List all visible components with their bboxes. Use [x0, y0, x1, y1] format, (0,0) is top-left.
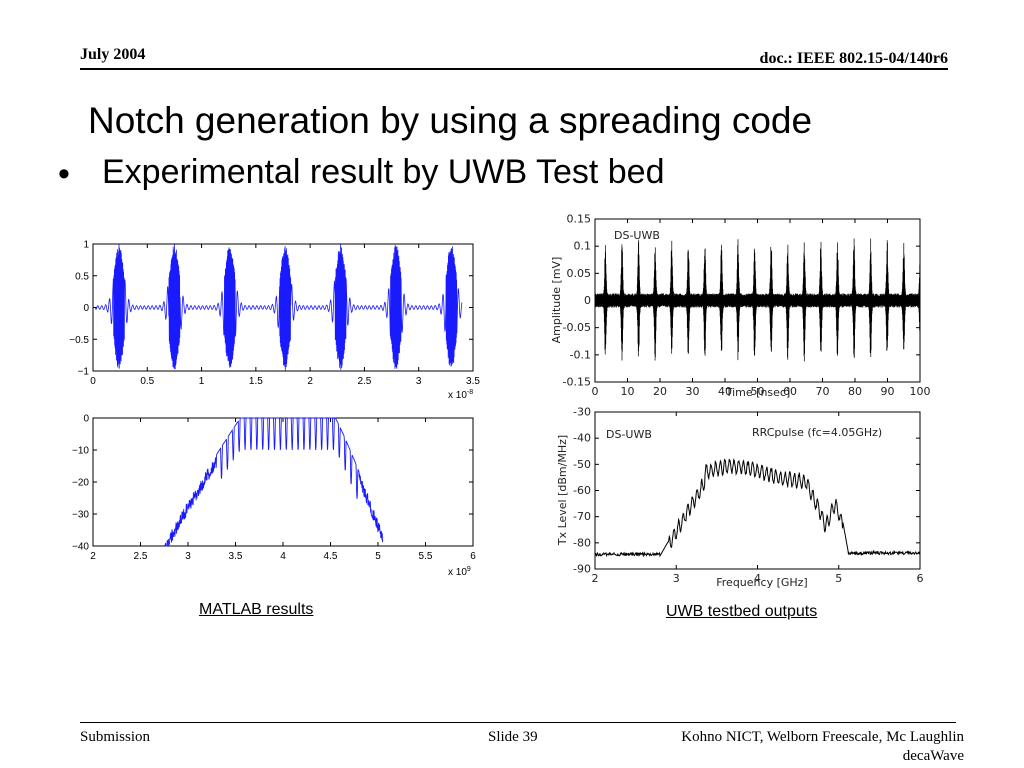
matlab-spectrum-plot: x 109 2 2.5 3 3.5 4 4.5 5 5.5 6 0 −10 −20 −30 −40: [72, 414, 476, 579]
x-tick-label: 40: [718, 385, 732, 398]
caption-testbed: UWB testbed outputs: [666, 603, 818, 620]
slide-title: Notch generation by using a spreading co…: [88, 100, 813, 141]
x-tick-label: 30: [686, 385, 700, 398]
x-tick-label: 1: [199, 376, 205, 387]
footer-slide-number: Slide 39: [488, 729, 538, 745]
y-tick-label: -40: [573, 432, 591, 445]
x-tick-label: 50: [751, 385, 765, 398]
footer-authors: Kohno NICT, Welborn Freescale, Mc Laughl…: [681, 729, 964, 745]
x-tick-label: 3: [185, 551, 191, 562]
x-tick-label: 70: [816, 385, 830, 398]
y-tick-label: −20: [72, 478, 89, 489]
x-tick-label: 0: [592, 385, 599, 398]
plot-frame: [92, 417, 474, 547]
header-divider: [80, 68, 948, 70]
footer-authors-org: decaWave: [902, 748, 964, 764]
x-tick-label: 2.5: [134, 551, 148, 562]
bullet-text: Experimental result by UWB Test bed: [102, 153, 665, 191]
y-tick-label: -80: [573, 536, 591, 549]
x-tick-label: 4.5: [324, 551, 338, 562]
y-tick-label: -60: [573, 484, 591, 497]
y-tick-label: −1: [78, 367, 90, 378]
matlab-time-plot: x 10-8 0 0.5 1 1.5 2 2.5 3 3.5 1 0.5 0 −0.5 −1: [69, 240, 480, 402]
x-tick-label: 20: [653, 385, 667, 398]
x-exponent-label: x 109: [448, 566, 471, 578]
y-tick-label: 0.15: [567, 213, 592, 226]
y-tick-label: −30: [72, 510, 89, 521]
x-tick-label: 3: [673, 572, 680, 585]
y-tick-label: -0.15: [563, 376, 591, 389]
spectrum-line: [163, 417, 384, 547]
y-tick-label: -0.1: [570, 348, 591, 361]
annotation-label: RRCpulse (fc=4.05GHz): [752, 426, 882, 439]
y-tick-label: −10: [72, 446, 89, 457]
x-tick-label: 2: [90, 551, 96, 562]
x-tick-label: 0.5: [140, 376, 154, 387]
x-axis-label: Time [nsec]: [725, 386, 791, 399]
y-tick-label: -0.05: [563, 321, 591, 334]
x-tick-label: 2: [592, 572, 599, 585]
x-tick-label: 5: [835, 572, 842, 585]
x-tick-label: 2: [307, 376, 313, 387]
legend-label: DS-UWB: [614, 229, 660, 242]
y-tick-label: 0.05: [567, 267, 592, 280]
axis-ticks: 2 2.5 3 3.5 4 4.5 5 5.5 6 0 −10 −20 −30 −40: [72, 414, 476, 563]
y-tick-label: 1: [83, 240, 89, 251]
x-tick-label: 10: [621, 385, 635, 398]
x-tick-label: 4: [754, 572, 761, 585]
x-tick-label: 2.5: [357, 376, 371, 387]
y-tick-label: 0.5: [75, 271, 89, 282]
y-tick-label: -50: [573, 458, 591, 471]
x-tick-label: 4: [280, 551, 286, 562]
axis-ticks: 0 10 20 30 40 50 60 70 80 90 100 0.15 0.1 0.05 0 -0.05 -…: [563, 213, 931, 399]
y-tick-label: -30: [573, 406, 591, 419]
x-tick-label: 60: [783, 385, 797, 398]
x-tick-label: 3.5: [229, 551, 243, 562]
y-tick-label: -90: [573, 563, 591, 576]
x-tick-label: 5: [375, 551, 381, 562]
y-tick-label: -70: [573, 510, 591, 523]
y-tick-label: −40: [72, 542, 89, 553]
spectrum-line: [594, 458, 921, 558]
signal-line: [594, 238, 921, 362]
footer-divider: [80, 722, 956, 723]
axis-ticks: 0 0.5 1 1.5 2 2.5 3 3.5 1 0.5 0 −0.5 −1: [69, 240, 480, 388]
x-tick-label: 5.5: [419, 551, 433, 562]
y-tick-label: 0.1: [574, 240, 592, 253]
bullet-marker: •: [58, 155, 70, 193]
x-axis-label: Frequency [GHz]: [716, 576, 807, 589]
x-tick-label: 90: [881, 385, 895, 398]
y-tick-label: 0: [83, 414, 89, 425]
axis-ticks: 2 3 4 5 6 -30 -40 -50 -60 -70 -80 -90: [573, 406, 923, 586]
x-tick-label: 100: [910, 385, 931, 398]
x-tick-label: 6: [917, 572, 924, 585]
caption-matlab: MATLAB results: [199, 601, 314, 618]
y-axis-label: Amplitude [mV]: [550, 257, 563, 344]
header-doc-id: doc.: IEEE 802.15-04/140r6: [759, 50, 948, 67]
y-tick-label: −0.5: [69, 335, 89, 346]
x-tick-label: 80: [848, 385, 862, 398]
y-axis-label: Tx Level [dBm/MHz]: [556, 435, 569, 546]
testbed-time-plot: DS-UWB Amplitude [mV] Time [nsec] 0 10 20 3…: [550, 213, 931, 400]
legend-label: DS-UWB: [606, 428, 652, 441]
header-date: July 2004: [80, 46, 146, 63]
y-tick-label: 0: [584, 294, 591, 307]
x-tick-label: 3.5: [466, 376, 480, 387]
testbed-spectrum-plot: DS-UWB RRCpulse (fc=4.05GHz) Tx Level [d…: [556, 406, 924, 590]
y-tick-label: 0: [83, 303, 89, 314]
x-tick-label: 0: [90, 376, 96, 387]
x-exponent-label: x 10-8: [448, 389, 473, 401]
footer-submission: Submission: [80, 729, 151, 745]
x-tick-label: 6: [470, 551, 476, 562]
x-tick-label: 1.5: [249, 376, 263, 387]
signal-line: [94, 244, 463, 372]
x-tick-label: 3: [416, 376, 422, 387]
